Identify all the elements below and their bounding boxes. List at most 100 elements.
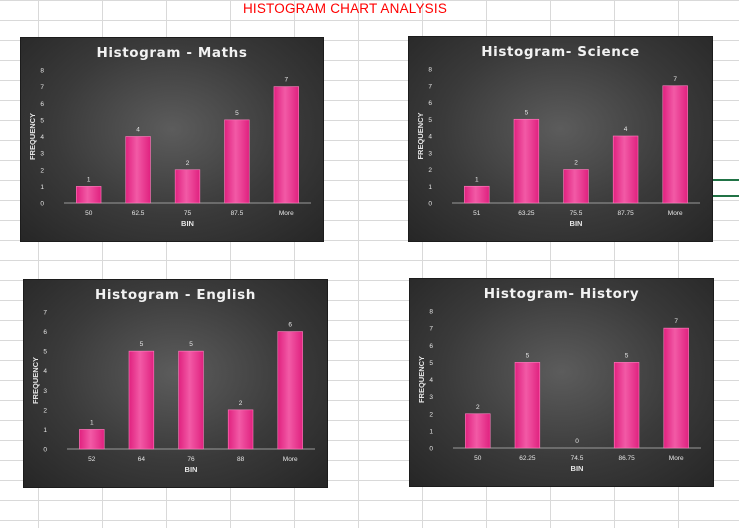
data-label: 5 bbox=[189, 341, 193, 348]
data-label: 2 bbox=[476, 404, 480, 411]
y-tick-label: 7 bbox=[40, 84, 44, 91]
y-axis-title: FREQUENCY bbox=[28, 113, 37, 160]
x-tick-label: 86.75 bbox=[618, 455, 635, 462]
y-tick-label: 1 bbox=[43, 427, 47, 434]
data-label: 5 bbox=[525, 109, 529, 116]
bar bbox=[178, 350, 204, 450]
y-tick-label: 6 bbox=[43, 329, 47, 336]
x-tick-label: More bbox=[668, 210, 683, 217]
x-tick-label: 51 bbox=[473, 210, 481, 217]
x-tick-label: More bbox=[669, 455, 684, 462]
data-label: 5 bbox=[140, 341, 144, 348]
x-axis-title: BIN bbox=[185, 465, 198, 474]
chart-maths[interactable]: Histogram - Maths 0 1 2 3 4 5 6 7 8 FREQUENCY 1 50 4… bbox=[21, 38, 323, 241]
y-tick-label: 2 bbox=[429, 411, 433, 418]
bar bbox=[613, 362, 640, 449]
chart-history[interactable]: Histogram- History 0 1 2 3 4 5 6 7 8 FREQUENCY 2 50… bbox=[410, 279, 713, 486]
y-tick-label: 3 bbox=[428, 150, 432, 157]
bar bbox=[563, 169, 589, 204]
x-tick-label: 64 bbox=[138, 456, 146, 463]
y-tick-label: 7 bbox=[43, 310, 47, 317]
x-tick-label: 87.75 bbox=[617, 210, 634, 217]
y-tick-label: 7 bbox=[428, 83, 432, 90]
chart-english[interactable]: Histogram - English 0 1 2 3 4 5 6 7 FREQUENCY 1 5 2… bbox=[24, 280, 327, 487]
x-tick-label: 50 bbox=[474, 455, 482, 462]
page-title: HISTOGRAM CHART ANALYSIS bbox=[242, 1, 448, 16]
y-tick-label: 8 bbox=[40, 68, 44, 75]
x-tick-label: 62.5 bbox=[132, 210, 145, 217]
y-tick-label: 4 bbox=[43, 368, 47, 375]
x-tick-label: 76 bbox=[187, 456, 195, 463]
y-tick-label: 5 bbox=[40, 117, 44, 124]
chart-title: Histogram- History bbox=[483, 286, 640, 302]
bar bbox=[514, 362, 541, 449]
data-label: 0 bbox=[575, 438, 579, 445]
bar bbox=[513, 118, 540, 204]
y-tick-label: 6 bbox=[428, 100, 432, 107]
x-axis-title: BIN bbox=[181, 219, 194, 228]
data-label: 2 bbox=[239, 400, 243, 407]
data-label: 5 bbox=[526, 352, 530, 359]
y-tick-label: 1 bbox=[40, 184, 44, 191]
chart-plot: 0 1 2 3 4 5 6 7 8 FREQUENCY 2 50 5 62.25 0 74.5 5 86.75 7 M… bbox=[417, 309, 701, 473]
y-tick-label: 4 bbox=[428, 134, 432, 141]
bar bbox=[662, 85, 688, 204]
data-label: 2 bbox=[186, 160, 190, 167]
x-tick-label: 88 bbox=[237, 456, 245, 463]
chart-title: Histogram- Science bbox=[481, 44, 640, 60]
y-tick-label: 7 bbox=[429, 326, 433, 333]
data-label: 4 bbox=[136, 127, 140, 134]
bar bbox=[277, 331, 303, 450]
y-axis-title: FREQUENCY bbox=[417, 356, 426, 403]
data-label: 7 bbox=[674, 318, 678, 325]
data-label: 4 bbox=[624, 126, 628, 133]
x-axis-title: BIN bbox=[571, 464, 584, 473]
y-tick-label: 6 bbox=[429, 343, 433, 350]
x-tick-label: 62.25 bbox=[519, 455, 536, 462]
data-label: 6 bbox=[288, 322, 292, 329]
y-tick-label: 2 bbox=[43, 407, 47, 414]
x-tick-label: 75 bbox=[184, 210, 192, 217]
y-tick-label: 5 bbox=[429, 360, 433, 367]
y-tick-label: 3 bbox=[43, 388, 47, 395]
chart-plot: 0 1 2 3 4 5 6 7 FREQUENCY 1 52 5 64 5 76 2 88 6 More BIN bbox=[31, 310, 315, 474]
y-tick-label: 1 bbox=[428, 184, 432, 191]
chart-plot: 0 1 2 3 4 5 6 7 8 FREQUENCY 1 51 5 63.25 2 75.5 4 87.75 7 M… bbox=[416, 67, 700, 228]
y-tick-label: 4 bbox=[40, 134, 44, 141]
y-tick-label: 0 bbox=[40, 201, 44, 208]
data-label: 7 bbox=[673, 76, 677, 83]
bar bbox=[465, 413, 491, 449]
data-label: 2 bbox=[574, 160, 578, 167]
x-tick-label: 74.5 bbox=[571, 455, 584, 462]
y-tick-label: 3 bbox=[40, 151, 44, 158]
y-tick-label: 4 bbox=[429, 377, 433, 384]
x-tick-label: More bbox=[279, 210, 294, 217]
y-axis-title: FREQUENCY bbox=[31, 357, 40, 404]
data-label: 1 bbox=[90, 419, 94, 426]
chart-plot: 0 1 2 3 4 5 6 7 8 FREQUENCY 1 50 4 62.5 2 75 5 87.5 7 More B… bbox=[28, 68, 311, 228]
y-tick-label: 5 bbox=[428, 117, 432, 124]
x-axis-title: BIN bbox=[570, 219, 583, 228]
y-tick-label: 0 bbox=[429, 446, 433, 453]
y-axis-title: FREQUENCY bbox=[416, 112, 425, 159]
x-tick-label: 75.5 bbox=[570, 210, 583, 217]
y-tick-label: 0 bbox=[43, 447, 47, 454]
chart-title: Histogram - Maths bbox=[96, 45, 248, 61]
selected-cell[interactable] bbox=[708, 179, 739, 197]
bar bbox=[76, 186, 102, 204]
bar bbox=[227, 409, 254, 450]
bar bbox=[128, 350, 155, 450]
bar bbox=[224, 119, 250, 204]
bar bbox=[663, 327, 689, 449]
data-label: 5 bbox=[235, 110, 239, 117]
y-tick-label: 6 bbox=[40, 101, 44, 108]
chart-science[interactable]: Histogram- Science 0 1 2 3 4 5 6 7 8 FREQUENCY 1 51… bbox=[409, 37, 712, 241]
x-tick-label: 63.25 bbox=[518, 210, 535, 217]
x-tick-label: More bbox=[283, 456, 298, 463]
data-label: 5 bbox=[625, 352, 629, 359]
bar bbox=[79, 429, 105, 450]
chart-title: Histogram - English bbox=[95, 287, 256, 303]
bar bbox=[464, 185, 490, 204]
data-label: 7 bbox=[284, 77, 288, 84]
y-tick-label: 2 bbox=[40, 167, 44, 174]
